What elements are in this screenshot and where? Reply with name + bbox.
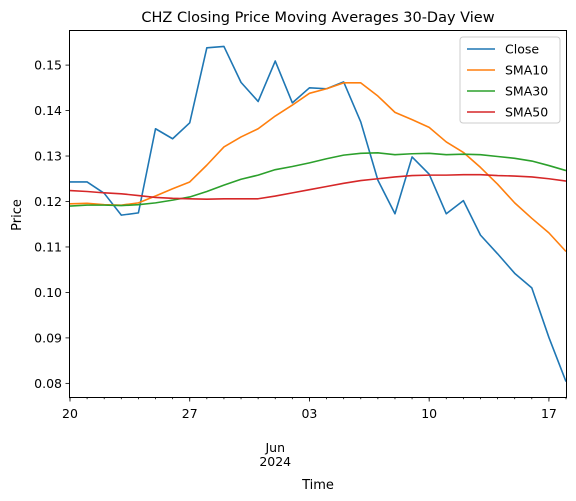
x-axis-label: Time (301, 478, 334, 493)
y-axis-label: Price (10, 199, 25, 231)
plot-area (69, 45, 567, 382)
y-tick-label: 0.09 (34, 330, 62, 345)
y-tick-label: 0.10 (34, 285, 62, 300)
x-month-label: Jun (264, 440, 285, 455)
legend: Close SMA10 SMA30 SMA50 (459, 36, 561, 124)
series-line-sma50 (69, 173, 567, 201)
legend-label-sma10: SMA10 (505, 63, 548, 78)
chart-title: CHZ Closing Price Moving Averages 30-Day… (141, 10, 494, 26)
y-tick-label: 0.13 (34, 149, 62, 164)
legend-label-close: Close (505, 42, 539, 57)
y-tick-label: 0.14 (34, 103, 62, 118)
y-tick-label: 0.12 (34, 194, 62, 209)
plot-frame (69, 30, 567, 398)
y-axis: 0.08 0.09 0.10 0.11 0.12 0.13 0.14 0.15 (34, 58, 70, 391)
x-tick-label: 27 (182, 406, 198, 421)
series-line-sma30 (69, 152, 567, 207)
x-month-label: 2024 (259, 454, 291, 469)
x-tick-label: 10 (421, 406, 437, 421)
y-tick-label: 0.15 (34, 58, 62, 73)
series-line-close (70, 45, 567, 382)
x-tick-label: 17 (541, 406, 557, 421)
x-tick-label: 20 (62, 406, 78, 421)
y-tick-label: 0.11 (34, 239, 62, 254)
y-tick-label: 0.08 (34, 376, 62, 391)
legend-label-sma50: SMA50 (505, 105, 548, 120)
x-tick-label: 03 (301, 406, 317, 421)
legend-label-sma30: SMA30 (505, 84, 548, 99)
legend-box (459, 36, 561, 124)
